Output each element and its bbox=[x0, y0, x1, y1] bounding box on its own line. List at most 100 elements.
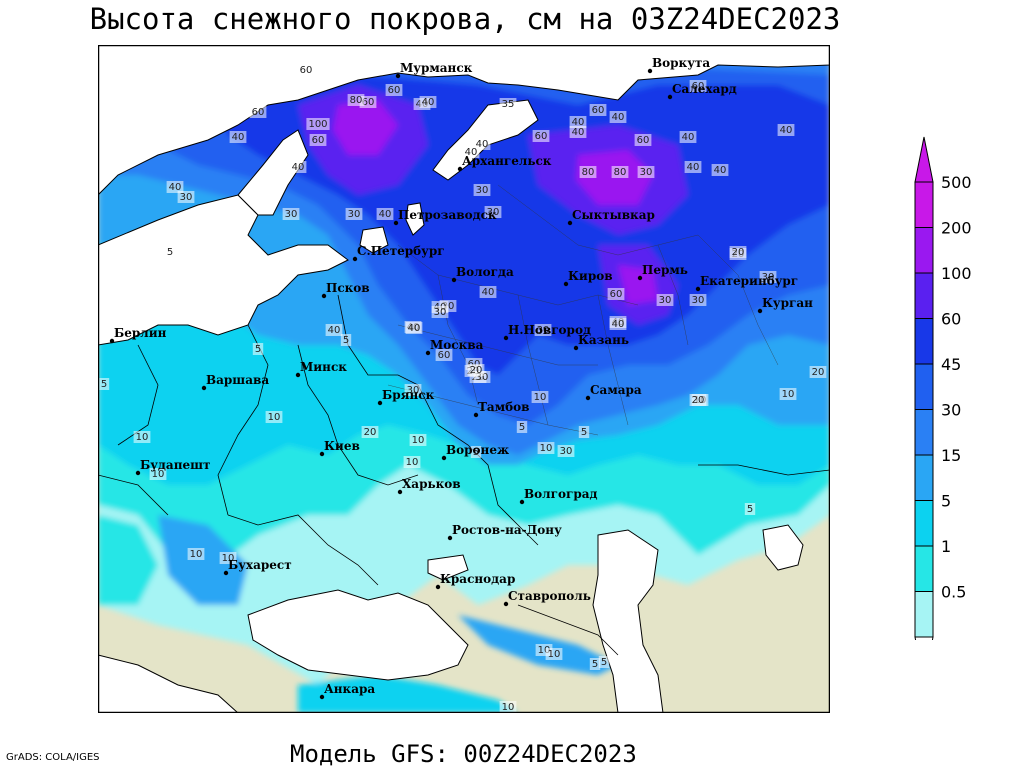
city-label-kurgan: Курган bbox=[762, 296, 813, 310]
city-label-rostov: Ростов-на-Дону bbox=[452, 523, 562, 537]
snow-200-north bbox=[333, 100, 398, 155]
colorbar-swatch-0.5 bbox=[914, 591, 934, 638]
contour-label: 5 bbox=[473, 447, 479, 458]
contour-labels: 6060100806040604040603540404040608040606… bbox=[98, 64, 827, 713]
contour-label: 10 bbox=[406, 457, 419, 468]
city-marker-arkhangelsk bbox=[457, 166, 463, 172]
contour-label: 5 bbox=[255, 344, 261, 355]
contour-label-bg bbox=[569, 126, 587, 138]
contour-label: 5 bbox=[592, 659, 598, 670]
city-marker-kazan bbox=[573, 345, 579, 351]
contour-label-bg bbox=[431, 306, 449, 318]
city-label-petrozavodsk: Петрозаводск bbox=[398, 208, 497, 222]
contour-label: 20 bbox=[470, 365, 483, 376]
city-marker-vorkuta bbox=[647, 68, 653, 74]
map-frame bbox=[98, 45, 830, 713]
contour-label: 5 bbox=[747, 504, 753, 515]
contour-label-bg bbox=[419, 96, 437, 108]
contour-label-bg bbox=[98, 378, 110, 390]
colorbar-swatch-45 bbox=[914, 363, 934, 410]
city-marker-bryansk bbox=[377, 400, 383, 406]
contour-label: 60 bbox=[300, 65, 313, 76]
city-label-voronezh: Воронеж bbox=[446, 443, 509, 457]
contour-label-bg bbox=[499, 98, 517, 110]
contour-label: 10 bbox=[548, 649, 561, 660]
city-marker-moskva bbox=[425, 350, 431, 356]
contour-label-bg bbox=[579, 166, 597, 178]
city-layer: Мурманск Воркута Салехард Архангельск Петроз… bbox=[109, 56, 813, 700]
city-label-kharkov: Харьков bbox=[402, 477, 461, 491]
city-label-syktyvkar: Сыктывкар bbox=[572, 208, 655, 222]
contour-label: 40 bbox=[612, 319, 625, 330]
contour-label-bg bbox=[306, 118, 330, 130]
contour-label-bg bbox=[679, 131, 697, 143]
city-marker-kiev bbox=[319, 451, 325, 457]
city-marker-vologda bbox=[451, 277, 457, 283]
contour-label-bg bbox=[289, 161, 307, 173]
contour-label: 40 bbox=[714, 165, 727, 176]
contour-label-bg bbox=[759, 271, 777, 283]
contour-label: 5 bbox=[167, 247, 173, 258]
city-marker-berlin bbox=[109, 338, 115, 344]
contour-label-bg bbox=[634, 134, 652, 146]
contour-label-bg bbox=[516, 421, 528, 433]
lake-onega bbox=[405, 202, 425, 236]
contour-label: 30 bbox=[348, 209, 361, 220]
contour-label: 40 bbox=[292, 162, 305, 173]
contour-label-bg bbox=[252, 343, 264, 355]
city-label-vorkuta: Воркута bbox=[652, 56, 710, 70]
colorbar-label-200: 200 bbox=[941, 219, 972, 238]
contour-label-bg bbox=[589, 658, 601, 670]
contour-label-bg bbox=[578, 426, 590, 438]
city-label-nnovgorod: Н.Новгород bbox=[508, 323, 591, 337]
city-marker-kurgan bbox=[757, 308, 763, 314]
contour-label: 30 bbox=[537, 325, 550, 336]
colorbar-swatch-60 bbox=[914, 318, 934, 365]
city-marker-ankara bbox=[319, 694, 325, 700]
contour-label-bg bbox=[467, 364, 485, 376]
contour-label: 30 bbox=[476, 372, 489, 383]
city-label-volgograd: Волгоград bbox=[524, 487, 597, 501]
contour-label: 30 bbox=[407, 385, 420, 396]
contour-label-bg bbox=[598, 656, 610, 668]
contour-label: 5 bbox=[101, 379, 107, 390]
contour-label: 60 bbox=[362, 97, 375, 108]
contour-label-bg bbox=[405, 322, 423, 334]
city-label-samara: Самара bbox=[590, 383, 642, 397]
colorbar-label-15: 15 bbox=[941, 446, 961, 465]
contour-label: 60 bbox=[535, 131, 548, 142]
contour-label: 5 bbox=[601, 657, 607, 668]
contour-label: 60 bbox=[312, 135, 325, 146]
snow-200-ural bbox=[618, 265, 658, 305]
contour-label-bg bbox=[499, 701, 517, 713]
city-marker-warszawa bbox=[201, 385, 207, 391]
sea-of-azov bbox=[427, 554, 469, 581]
contour-label: 10 bbox=[538, 645, 551, 656]
contour-label-bg bbox=[569, 116, 587, 128]
contour-label-bg bbox=[219, 552, 237, 564]
city-marker-kirov bbox=[563, 281, 569, 287]
contour-label-bg bbox=[684, 161, 702, 173]
contour-label: 40 bbox=[328, 325, 341, 336]
city-marker-nnovgorod bbox=[503, 335, 509, 341]
contour-label-bg bbox=[611, 166, 629, 178]
aral-sea bbox=[762, 524, 804, 571]
contour-label-bg bbox=[347, 94, 365, 106]
contour-label-bg bbox=[656, 294, 674, 306]
city-marker-krasnodar bbox=[435, 584, 441, 590]
contour-label-bg bbox=[534, 324, 552, 336]
contour-label: 80 bbox=[614, 167, 627, 178]
contour-label-bg bbox=[809, 366, 827, 378]
contour-label: 30 bbox=[692, 295, 705, 306]
colorbar-max-arrow bbox=[914, 136, 934, 183]
city-label-ekaterinburg: Екатеринбург bbox=[700, 274, 798, 288]
colorbar-swatch-500 bbox=[914, 181, 934, 228]
contour-label: 10 bbox=[190, 549, 203, 560]
contour-label: 80 bbox=[582, 167, 595, 178]
contour-label: 30 bbox=[640, 167, 653, 178]
contour-label: 40 bbox=[408, 323, 421, 334]
colorbar-label-500: 500 bbox=[941, 173, 972, 192]
contour-label-bg bbox=[403, 456, 421, 468]
contour-label: 10 bbox=[222, 553, 235, 564]
contour-label-bg bbox=[537, 442, 555, 454]
